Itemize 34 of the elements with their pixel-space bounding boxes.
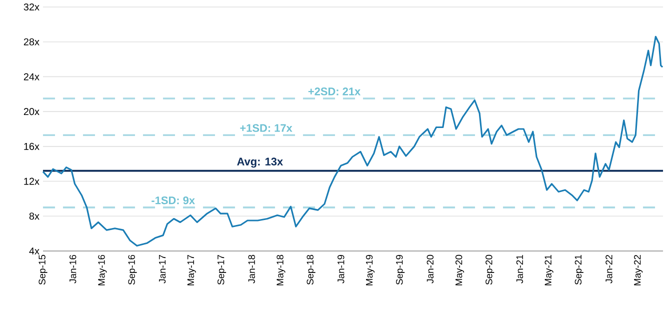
x-tick-label: Sep-16 <box>128 254 137 285</box>
y-tick-label: 8x <box>29 212 40 220</box>
x-tick-label: Jan-21 <box>516 254 524 284</box>
x-tick-label: May-21 <box>544 254 554 286</box>
x-tick-label: Jan-22 <box>606 254 612 284</box>
x-tick-label: Jan-18 <box>248 254 255 284</box>
y-tick-label: 16x <box>24 142 40 150</box>
x-tick-label: Jan-17 <box>159 254 166 284</box>
x-tick-label: May-18 <box>276 254 286 286</box>
y-tick-label: 24x <box>24 73 40 80</box>
x-tick-label: Jan-16 <box>69 254 76 284</box>
x-tick-label: Sep-21 <box>574 254 584 285</box>
x-tick-label: May-20 <box>455 254 464 286</box>
x-tick-label: May-22 <box>634 254 643 286</box>
x-tick-label: Sep-17 <box>218 254 226 285</box>
x-tick-label: Sep-15 <box>38 254 48 285</box>
ref-line-label: +1SD: 17x <box>240 124 292 132</box>
x-tick-label: May-17 <box>187 254 196 286</box>
x-tick-label: Sep-19 <box>396 254 405 285</box>
ref-line-label: Avg: 13x <box>237 158 283 168</box>
x-tick-label: Sep-20 <box>486 254 494 285</box>
y-tick-label: 28x <box>24 38 40 46</box>
ref-line-label: +2SD: 21x <box>308 88 361 96</box>
x-tick-label: Jan-20 <box>426 254 434 284</box>
y-tick-label: 32x <box>24 3 40 11</box>
line-series <box>42 36 664 247</box>
x-tick-label: May-19 <box>366 254 375 286</box>
x-tick-label: Sep-18 <box>306 254 316 285</box>
y-tick-label: 4x <box>29 248 40 254</box>
x-tick-label: May-16 <box>98 254 107 286</box>
y-tick-label: 20x <box>24 108 40 116</box>
y-tick-label: 12x <box>24 178 40 185</box>
ref-line-label: -1SD: 9x <box>152 196 195 204</box>
x-tick-label: Jan-19 <box>338 254 344 284</box>
